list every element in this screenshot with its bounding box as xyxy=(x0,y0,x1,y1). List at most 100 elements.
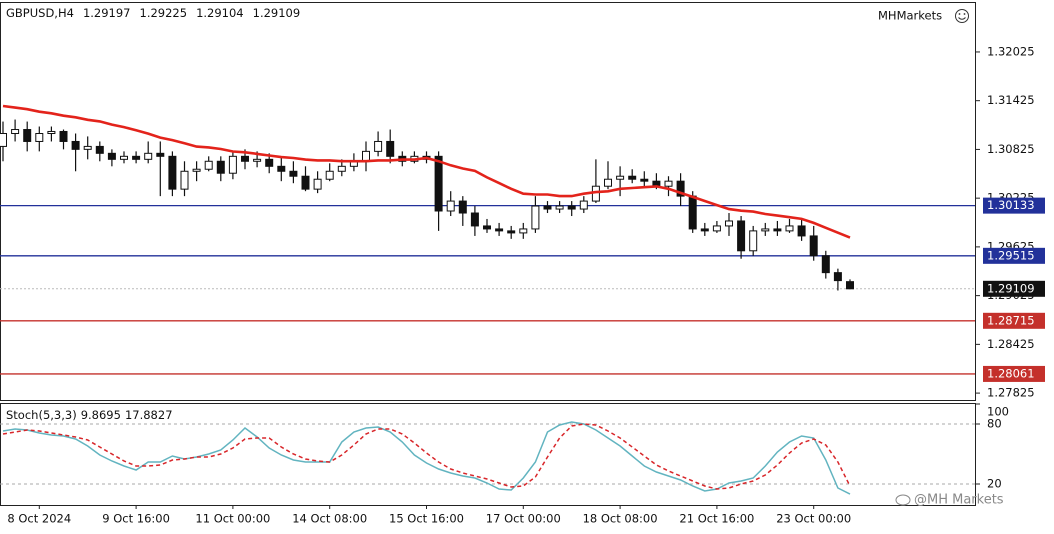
level-label: 1.30133 xyxy=(987,198,1035,212)
candle-body xyxy=(773,228,782,232)
moving-average xyxy=(2,104,851,239)
x-tick-label: 14 Oct 08:00 xyxy=(292,512,367,526)
candle-body xyxy=(531,205,540,230)
last-low: 1.29104 xyxy=(196,6,244,20)
watermark-icon xyxy=(895,494,911,506)
level-label: 1.28061 xyxy=(987,366,1035,380)
candle-body xyxy=(712,225,721,232)
main-panel xyxy=(0,2,976,401)
x-tick-label: 11 Oct 00:00 xyxy=(195,512,270,526)
candle-body xyxy=(507,230,516,234)
candle-body xyxy=(386,140,395,157)
current-price-box xyxy=(983,280,1045,297)
y-tick-label: 1.32025 xyxy=(987,44,1035,58)
candle-body xyxy=(337,165,346,172)
level-label-box xyxy=(983,197,1045,214)
level-label: 1.29515 xyxy=(987,248,1035,262)
y-tick-label: 1.30825 xyxy=(987,142,1035,156)
candle-body xyxy=(313,178,322,190)
candle-body xyxy=(543,205,552,210)
candle-body xyxy=(749,230,758,252)
candle-body xyxy=(180,170,189,190)
candle-body xyxy=(688,195,697,230)
x-tick-label: 9 Oct 16:00 xyxy=(102,512,170,526)
candle-body xyxy=(204,160,213,170)
candle-body xyxy=(519,228,528,234)
candle-body xyxy=(0,133,7,147)
candle-body xyxy=(216,160,225,174)
candle-body xyxy=(700,228,709,232)
candle-body xyxy=(95,145,104,154)
candle-body xyxy=(809,235,818,257)
stoch-tick-label: 20 xyxy=(987,477,1002,491)
stoch-tick-label: 80 xyxy=(987,417,1002,431)
x-tick-label: 21 Oct 16:00 xyxy=(679,512,754,526)
candle-body xyxy=(253,158,262,162)
candle-body xyxy=(833,272,842,282)
level-label-box xyxy=(983,247,1045,264)
level-label: 1.28715 xyxy=(987,313,1035,327)
x-tick-label: 18 Oct 08:00 xyxy=(583,512,658,526)
y-tick-label: 1.31425 xyxy=(987,93,1035,107)
y-tick-label: 1.27825 xyxy=(987,386,1035,400)
candle-body xyxy=(567,205,576,210)
candle-body xyxy=(83,145,92,150)
candle-body xyxy=(737,220,746,252)
brand: MHMarkets xyxy=(878,9,942,23)
candle-body xyxy=(434,155,443,212)
last-open: 1.29197 xyxy=(83,6,131,20)
candle-body xyxy=(495,228,504,232)
header: GBPUSD,H4 1.29197 1.29225 1.29104 1.29109 xyxy=(6,6,300,20)
candle-body xyxy=(132,155,141,160)
candle-body xyxy=(785,225,794,232)
candle-body xyxy=(289,170,298,177)
level-label-box xyxy=(983,365,1045,382)
candle-body xyxy=(628,175,637,180)
x-tick-label: 23 Oct 00:00 xyxy=(776,512,851,526)
candle-body xyxy=(483,225,491,230)
candle-body xyxy=(676,180,685,197)
stoch-tick-label: 100 xyxy=(987,405,1009,419)
candle-body xyxy=(555,205,564,210)
candle-body xyxy=(616,175,625,180)
candle-body xyxy=(265,158,274,167)
candle-body xyxy=(325,170,334,180)
candle-body xyxy=(797,225,806,237)
candle-body xyxy=(640,178,649,182)
candle-body xyxy=(144,152,153,160)
stoch-legend: Stoch(5,3,3) 9.8695 17.8827 xyxy=(6,408,173,422)
symbol: GBPUSD,H4 xyxy=(6,6,74,20)
candle-body xyxy=(604,178,612,187)
x-tick-label: 15 Oct 16:00 xyxy=(389,512,464,526)
stoch-title: Stoch(5,3,3) xyxy=(6,408,77,422)
stoch-panel xyxy=(0,403,976,506)
last-high: 1.29225 xyxy=(140,6,188,20)
candle-body xyxy=(241,155,249,162)
candle-body xyxy=(168,155,177,190)
level-label-box xyxy=(983,312,1045,329)
x-tick-label: 17 Oct 00:00 xyxy=(486,512,561,526)
candle-body xyxy=(71,140,80,150)
candle-body xyxy=(579,200,588,210)
smiley-icon xyxy=(955,9,969,23)
candle-body xyxy=(59,130,68,142)
candle-body xyxy=(47,130,56,135)
x-tick-label: 8 Oct 2024 xyxy=(7,512,71,526)
candle-body xyxy=(761,228,770,232)
candle-body xyxy=(156,152,165,157)
candle-body xyxy=(120,155,128,160)
last-close: 1.29109 xyxy=(253,6,301,20)
candle-body xyxy=(664,180,673,187)
candle-body xyxy=(470,212,479,227)
candle-body xyxy=(228,155,237,174)
y-tick-label: 1.28425 xyxy=(987,337,1035,351)
candle-body xyxy=(23,129,32,142)
stoch-value: 9.8695 xyxy=(81,408,121,422)
candle-body xyxy=(35,133,44,142)
candle-body xyxy=(107,152,116,160)
candle-body xyxy=(11,129,20,135)
stoch-line xyxy=(2,423,851,490)
stoch-value: 17.8827 xyxy=(125,408,173,422)
